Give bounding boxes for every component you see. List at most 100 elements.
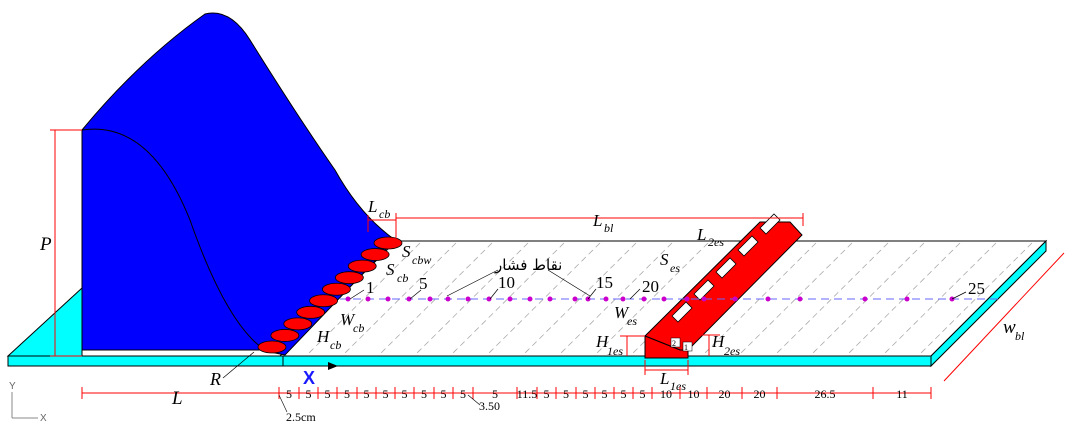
label-L-2es: L 2es bbox=[696, 225, 724, 249]
dimension-label: 5 bbox=[383, 387, 389, 401]
hatch-line bbox=[379, 242, 493, 355]
leader-R bbox=[222, 351, 255, 379]
svg-text:L: L bbox=[367, 197, 377, 216]
point-number-20: 20 bbox=[642, 277, 659, 296]
pressure-label-leaders bbox=[446, 269, 591, 297]
pressure-point bbox=[445, 296, 451, 302]
end-sill-front bbox=[644, 335, 689, 359]
pressure-point bbox=[406, 296, 412, 302]
dimension-label: 5 bbox=[306, 387, 312, 401]
hatch-line bbox=[451, 242, 565, 355]
label-H-cb: H cb bbox=[316, 327, 341, 352]
label-S-cbw: S cbw bbox=[402, 242, 431, 267]
pressure-point bbox=[862, 296, 868, 302]
svg-text:cb: cb bbox=[379, 207, 390, 221]
label-S-es: S es bbox=[660, 250, 680, 275]
end-sill: 2 1 bbox=[644, 213, 803, 359]
label-H-2es: H 2es bbox=[711, 332, 740, 358]
label-w-bl: w bl bbox=[1003, 317, 1025, 343]
svg-text:W: W bbox=[340, 310, 356, 329]
chute-block bbox=[270, 329, 300, 342]
dimension-label: 20 bbox=[754, 387, 766, 401]
dimension-label: 5 bbox=[602, 387, 608, 401]
pressure-point bbox=[465, 296, 471, 302]
svg-text:1es: 1es bbox=[607, 344, 623, 358]
label-L: L bbox=[171, 388, 183, 409]
pressure-point bbox=[732, 296, 738, 302]
leader-3-50 bbox=[467, 394, 481, 406]
svg-text:2es: 2es bbox=[724, 344, 740, 358]
label-P: P bbox=[39, 234, 52, 255]
chute-blocks bbox=[257, 236, 403, 354]
basin-side-edge bbox=[930, 239, 1047, 368]
pressure-point bbox=[365, 296, 371, 302]
hatch-line bbox=[739, 242, 853, 355]
svg-text:1es: 1es bbox=[670, 379, 686, 393]
label-X: X bbox=[303, 368, 315, 388]
dimension-label: 5 bbox=[325, 387, 331, 401]
dimension-label: 5 bbox=[344, 387, 350, 401]
hatch-line bbox=[343, 242, 457, 355]
pressure-point bbox=[661, 296, 667, 302]
svg-text:L: L bbox=[696, 225, 706, 244]
svg-text:cb: cb bbox=[397, 271, 408, 285]
dimension-label: 5 bbox=[441, 387, 447, 401]
svg-text:bl: bl bbox=[1015, 329, 1025, 343]
bottom-ticks bbox=[81, 387, 932, 399]
svg-text:es: es bbox=[670, 261, 680, 275]
chute-block bbox=[257, 340, 287, 354]
dimension-label: 11 bbox=[896, 387, 908, 401]
bottom-dimension-labels: 5 5 5 5 5 5 5 5 5 5 5 11.5 5 5 5 5 5 5 10 10 20 20 26.5 11 bbox=[286, 387, 908, 401]
pressure-point bbox=[385, 296, 391, 302]
dimension-label: 5 bbox=[621, 387, 627, 401]
svg-text:es: es bbox=[627, 314, 637, 328]
point-number-5: 5 bbox=[419, 274, 428, 293]
pressure-points bbox=[345, 296, 955, 302]
pressure-point bbox=[765, 296, 771, 302]
point-number-15: 15 bbox=[596, 273, 613, 292]
chute-block bbox=[347, 259, 377, 273]
basin-front-edge bbox=[279, 355, 932, 367]
hatch-line bbox=[919, 242, 1033, 355]
leader-2-5cm bbox=[278, 394, 288, 413]
hatch-line bbox=[559, 242, 673, 355]
hatch-line bbox=[883, 242, 997, 355]
svg-text:cb: cb bbox=[353, 321, 364, 335]
upstream-platform-front bbox=[7, 355, 284, 367]
svg-text:S: S bbox=[402, 242, 411, 261]
pressure-point bbox=[427, 296, 433, 302]
pressure-points-label: نقاط فشار bbox=[494, 256, 562, 274]
hatch-line bbox=[775, 242, 889, 355]
label-W-cb: W cb bbox=[340, 310, 364, 335]
pressure-point bbox=[507, 296, 513, 302]
sill-label-box-1 bbox=[670, 337, 681, 348]
hatch-line bbox=[811, 242, 925, 355]
note-3-50: 3.50 bbox=[479, 399, 500, 413]
svg-text:H: H bbox=[316, 327, 331, 346]
svg-text:H: H bbox=[595, 332, 610, 351]
pressure-point bbox=[603, 296, 609, 302]
pressure-point bbox=[572, 296, 578, 302]
axis-x-label: X bbox=[40, 413, 47, 424]
pressure-point bbox=[701, 296, 707, 302]
dimension-label: 20 bbox=[719, 387, 731, 401]
x-arrowhead bbox=[328, 362, 338, 370]
dimension-label: 5 bbox=[544, 387, 550, 401]
axis-indicator: Y X bbox=[9, 381, 47, 424]
sill-notch bbox=[671, 301, 693, 323]
label-L-1es: L 1es bbox=[659, 369, 686, 393]
svg-text:L: L bbox=[659, 369, 669, 388]
sill-label-2: 1 bbox=[684, 343, 688, 352]
sill-notch bbox=[693, 279, 715, 301]
dimension-label: 5 bbox=[583, 387, 589, 401]
hatch-line bbox=[487, 242, 601, 355]
point-number-1: 1 bbox=[366, 278, 375, 297]
label-H-1es: H 1es bbox=[595, 332, 623, 358]
chute-block bbox=[373, 236, 403, 250]
svg-text:S: S bbox=[386, 260, 395, 279]
point-number-10: 10 bbox=[498, 273, 515, 292]
svg-text:H: H bbox=[711, 332, 726, 351]
dimension-label: 5 bbox=[563, 387, 569, 401]
end-sill-notches bbox=[671, 213, 781, 323]
